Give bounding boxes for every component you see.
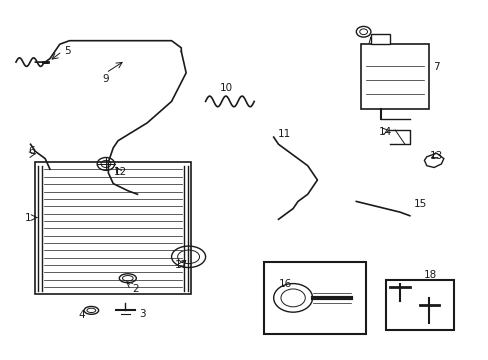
Text: 16: 16 <box>279 279 292 289</box>
Text: 8: 8 <box>371 41 377 51</box>
Text: 5: 5 <box>63 46 70 56</box>
Bar <box>35 162 191 294</box>
Text: 7: 7 <box>432 63 439 72</box>
Text: 15: 15 <box>413 199 426 209</box>
Text: 18: 18 <box>423 270 436 280</box>
Text: 11: 11 <box>277 129 290 139</box>
Text: 13: 13 <box>429 151 442 161</box>
Bar <box>264 262 366 334</box>
Text: 12: 12 <box>114 167 127 177</box>
Bar <box>385 280 453 330</box>
Bar <box>370 33 389 44</box>
Text: 17: 17 <box>174 260 187 270</box>
Text: 10: 10 <box>219 83 232 93</box>
Text: 6: 6 <box>28 146 35 156</box>
Bar <box>361 44 428 109</box>
Text: 14: 14 <box>378 127 391 137</box>
Text: 3: 3 <box>139 309 145 319</box>
Text: 4: 4 <box>78 310 85 320</box>
Text: 1: 1 <box>25 212 31 222</box>
Text: 2: 2 <box>132 284 138 294</box>
Text: 9: 9 <box>102 74 109 84</box>
